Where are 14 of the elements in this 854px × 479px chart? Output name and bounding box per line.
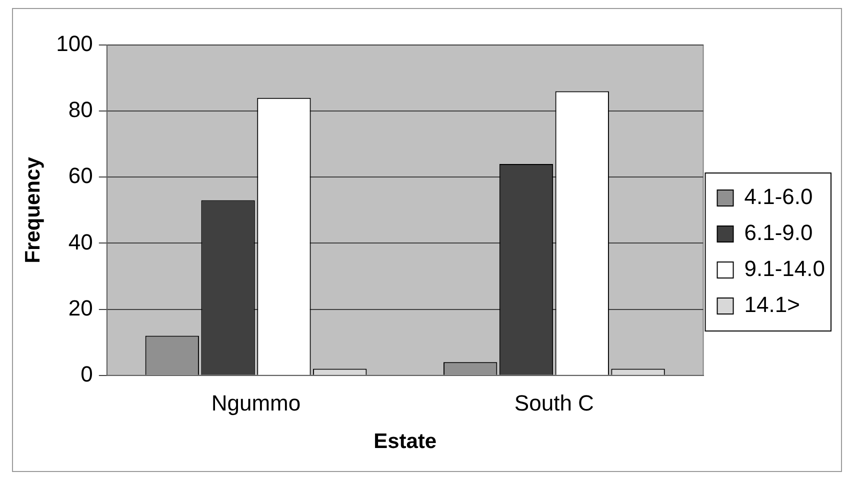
y-tick-label: 100: [56, 31, 93, 56]
y-tick-label: 60: [68, 163, 93, 188]
y-tick-label: 80: [68, 97, 93, 122]
x-tick-label: Ngummo: [211, 390, 301, 416]
legend-label: 6.1-9.0: [744, 220, 813, 246]
y-tick-label: 40: [68, 229, 93, 254]
x-axis-title: Estate: [374, 430, 437, 454]
legend-label: 9.1-14.0: [744, 256, 826, 282]
y-tick-label: 0: [80, 361, 93, 386]
legend-label: 4.1-6.0: [744, 184, 813, 210]
y-axis-title: Frequency: [21, 156, 44, 264]
x-tick-label: South C: [514, 390, 594, 416]
legend-label: 14.1>: [744, 292, 800, 318]
y-tick-label: 20: [68, 295, 93, 320]
